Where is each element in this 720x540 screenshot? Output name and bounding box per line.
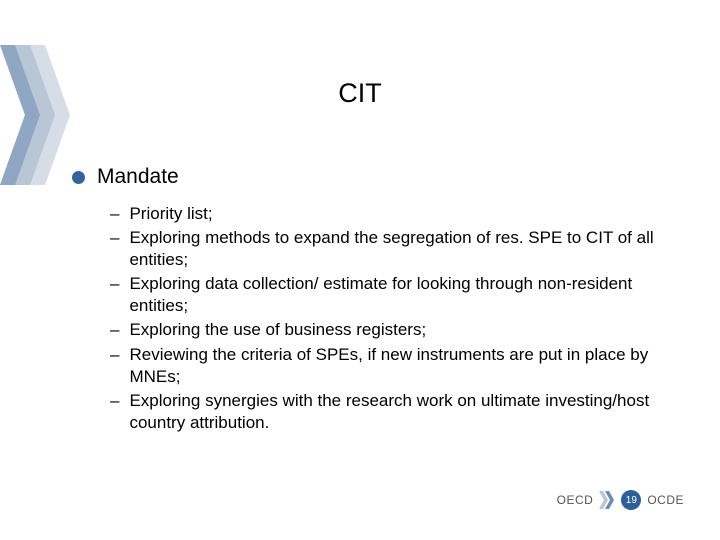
- mini-chevron-icon: [599, 491, 615, 509]
- ocde-label: OCDE: [647, 493, 684, 507]
- sub-item: – Exploring methods to expand the segreg…: [110, 227, 660, 271]
- dash-icon: –: [110, 273, 119, 317]
- page-number: 19: [626, 495, 637, 506]
- sub-item: – Exploring the use of business register…: [110, 319, 660, 341]
- dash-icon: –: [110, 227, 119, 271]
- sub-item-text: Exploring methods to expand the segregat…: [129, 227, 660, 271]
- dash-icon: –: [110, 344, 119, 388]
- content-area: Mandate – Priority list; – Exploring met…: [72, 165, 660, 436]
- sub-item-text: Exploring synergies with the research wo…: [129, 390, 660, 434]
- footer-logo-group: OECD 19 OCDE: [557, 490, 684, 510]
- main-bullet: Mandate: [72, 165, 660, 189]
- sub-item: – Priority list;: [110, 203, 660, 225]
- sub-item: – Exploring synergies with the research …: [110, 390, 660, 434]
- main-bullet-text: Mandate: [97, 165, 179, 189]
- dash-icon: –: [110, 319, 119, 341]
- sub-item: – Reviewing the criteria of SPEs, if new…: [110, 344, 660, 388]
- sub-item-text: Exploring the use of business registers;: [129, 319, 426, 341]
- dash-icon: –: [110, 390, 119, 434]
- page-number-badge: 19: [621, 490, 641, 510]
- dash-icon: –: [110, 203, 119, 225]
- slide-title: CIT: [0, 78, 720, 109]
- sub-item-text: Reviewing the criteria of SPEs, if new i…: [129, 344, 660, 388]
- sub-item: – Exploring data collection/ estimate fo…: [110, 273, 660, 317]
- sub-bullet-list: – Priority list; – Exploring methods to …: [110, 203, 660, 434]
- oecd-chevron-logo: [0, 45, 70, 185]
- sub-item-text: Exploring data collection/ estimate for …: [129, 273, 660, 317]
- bullet-dot-icon: [72, 171, 85, 184]
- oecd-label: OECD: [557, 493, 594, 507]
- sub-item-text: Priority list;: [129, 203, 212, 225]
